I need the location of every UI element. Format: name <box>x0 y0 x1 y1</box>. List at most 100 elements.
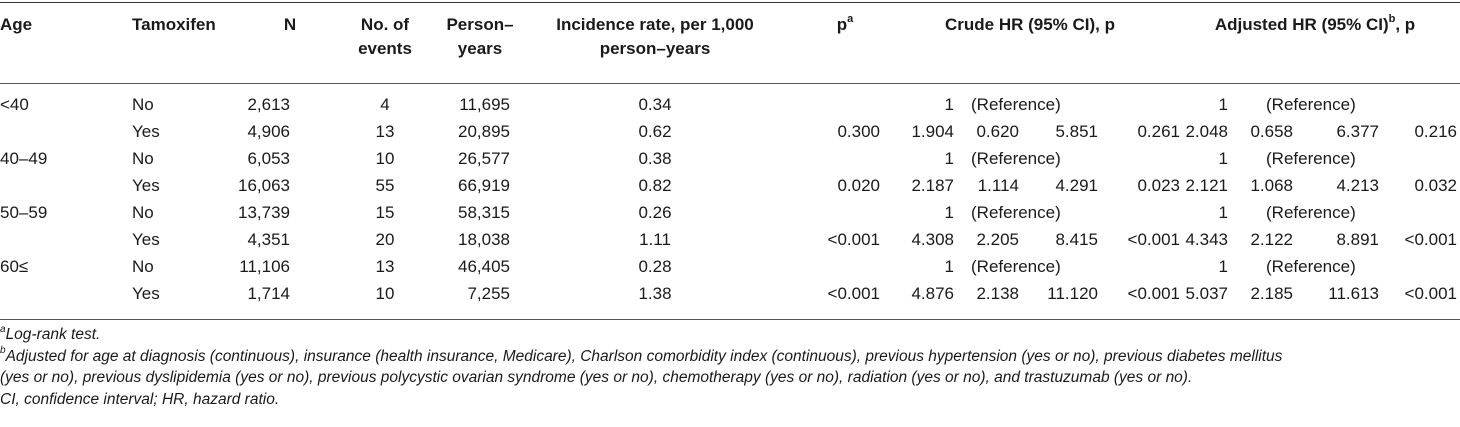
cell-n: 2,613 <box>247 95 290 114</box>
cell-p: 0.300 <box>837 122 880 141</box>
header-tamoxifen: Tamoxifen <box>132 15 216 34</box>
cell-person-years: 7,255 <box>467 284 510 303</box>
header-events-line2: events <box>358 39 412 58</box>
cell-events: 13 <box>375 257 395 276</box>
cell-crude-ci-high: 11.120 <box>1047 284 1098 303</box>
cell-person-years: 58,315 <box>458 203 510 222</box>
cell-adjusted-hr: 1 <box>1218 95 1228 114</box>
cell-incidence-rate: 1.11 <box>639 230 671 249</box>
cell-adjusted-ci-high: 6.377 <box>1336 122 1379 141</box>
footnote-b: bAdjusted for age at diagnosis (continuo… <box>0 346 1460 368</box>
cell-p: <0.001 <box>827 284 880 303</box>
cell-age: 40–49 <box>0 149 48 168</box>
cell-adjusted-hr: 4.343 <box>1185 230 1228 249</box>
cell-tamoxifen: Yes <box>132 284 160 303</box>
cell-adjusted-hr: 1 <box>1218 149 1228 168</box>
header-person-years-line2: years <box>457 39 503 58</box>
table-top-rule <box>0 2 1460 3</box>
header-events: No. of events <box>320 13 450 61</box>
cell-crude-ci-low: (Reference) <box>971 95 1061 114</box>
cell-n: 11,106 <box>239 257 290 276</box>
cell-crude-hr: 1 <box>944 203 954 222</box>
cell-person-years: 26,577 <box>458 149 510 168</box>
cell-incidence-rate: 0.28 <box>638 257 672 276</box>
footnote-b-text-line1: Adjusted for age at diagnosis (continuou… <box>5 347 1283 365</box>
table-footnotes: aLog-rank test. bAdjusted for age at dia… <box>0 324 1460 410</box>
cell-crude-ci-low: 0.620 <box>976 122 1019 141</box>
cell-tamoxifen: Yes <box>132 230 160 249</box>
cell-crude-ci-low: 2.138 <box>976 284 1019 303</box>
cell-adjusted-p: 0.216 <box>1414 122 1457 141</box>
cell-tamoxifen: No <box>132 203 154 222</box>
cell-n: 1,714 <box>247 284 290 303</box>
table-row: 40–49 No 6,053 10 26,577 0.38 1 (Referen… <box>0 145 1460 172</box>
cell-person-years: 46,405 <box>458 257 510 276</box>
cell-crude-ci-low: 2.205 <box>976 230 1019 249</box>
cell-adjusted-ci-low: (Reference) <box>1266 257 1356 276</box>
cell-adjusted-ci-low: (Reference) <box>1266 203 1356 222</box>
table-row: 50–59 No 13,739 15 58,315 0.26 1 (Refere… <box>0 199 1460 226</box>
cell-events: 13 <box>375 122 395 141</box>
cell-age: 60≤ <box>0 257 29 276</box>
footnote-b-text-line2: (yes or no), previous dyslipidemia (yes … <box>0 369 1193 387</box>
cell-tamoxifen: No <box>132 257 154 276</box>
cell-incidence-rate: 0.62 <box>638 122 672 141</box>
footnote-a-mark: a <box>0 323 6 335</box>
table-row: Yes 4,351 20 18,038 1.11 <0.001 4.308 2.… <box>0 226 1460 253</box>
cell-crude-p: <0.001 <box>1127 284 1180 303</box>
header-adjusted-suffix: , p <box>1395 15 1416 34</box>
header-incidence-line1: Incidence rate, per 1,000 <box>556 15 754 34</box>
cell-crude-ci-low: (Reference) <box>971 203 1061 222</box>
cell-incidence-rate: 1.38 <box>638 284 672 303</box>
cell-adjusted-ci-high: 8.891 <box>1336 230 1379 249</box>
cell-adjusted-hr: 5.037 <box>1185 284 1228 303</box>
header-adjusted-label: Adjusted HR (95% CI) <box>1214 15 1389 34</box>
cell-adjusted-ci-low: 2.122 <box>1250 230 1293 249</box>
header-rule <box>0 83 1460 84</box>
cell-adjusted-ci-low: 1.068 <box>1250 176 1293 195</box>
cell-crude-hr: 1 <box>944 257 954 276</box>
cell-adjusted-ci-low: 2.185 <box>1250 284 1293 303</box>
cell-crude-hr: 1 <box>944 95 954 114</box>
cell-tamoxifen: Yes <box>132 122 160 141</box>
header-person-years: Person– years <box>420 13 540 61</box>
table-row: Yes 1,714 10 7,255 1.38 <0.001 4.876 2.1… <box>0 280 1460 307</box>
cell-crude-ci-high: 4.291 <box>1055 176 1098 195</box>
footnote-abbreviations: CI, confidence interval; HR, hazard rati… <box>0 389 1460 411</box>
header-person-years-line1: Person– <box>446 15 514 34</box>
cell-adjusted-p: 0.032 <box>1414 176 1457 195</box>
cell-tamoxifen: No <box>132 95 154 114</box>
header-incidence-line2: person–years <box>599 39 711 58</box>
cell-person-years: 11,695 <box>459 95 510 114</box>
cell-crude-hr: 1 <box>944 149 954 168</box>
cell-crude-ci-high: 8.415 <box>1055 230 1098 249</box>
cell-adjusted-p: <0.001 <box>1404 284 1457 303</box>
cell-p: <0.001 <box>827 230 880 249</box>
cell-adjusted-hr: 1 <box>1218 203 1228 222</box>
cell-adjusted-ci-high: 11.613 <box>1328 284 1379 303</box>
cell-events: 20 <box>375 230 395 249</box>
cell-crude-hr: 4.308 <box>911 230 954 249</box>
cell-adjusted-hr: 1 <box>1218 257 1228 276</box>
cell-incidence-rate: 0.38 <box>638 149 672 168</box>
cell-incidence-rate: 0.34 <box>638 95 672 114</box>
cell-crude-hr: 1.904 <box>911 122 954 141</box>
cell-crude-p: 0.023 <box>1137 176 1180 195</box>
cell-adjusted-ci-low: (Reference) <box>1266 149 1356 168</box>
footnote-a-text: Log-rank test. <box>5 326 101 343</box>
cell-crude-p: <0.001 <box>1127 230 1180 249</box>
cell-events: 55 <box>375 176 395 195</box>
cell-tamoxifen: No <box>132 149 154 168</box>
header-incidence-rate: Incidence rate, per 1,000 person–years <box>530 13 780 61</box>
cell-person-years: 66,919 <box>458 176 510 195</box>
cell-tamoxifen: Yes <box>132 176 160 195</box>
table-row: Yes 16,063 55 66,919 0.82 0.020 2.187 1.… <box>0 172 1460 199</box>
header-p-label: p <box>836 15 848 34</box>
cell-person-years: 18,038 <box>458 230 510 249</box>
cell-crude-ci-low: (Reference) <box>971 257 1061 276</box>
cell-adjusted-ci-low: (Reference) <box>1266 95 1356 114</box>
header-p: pa <box>810 13 880 37</box>
cell-person-years: 20,895 <box>458 122 510 141</box>
cell-events: 10 <box>375 284 395 303</box>
cell-incidence-rate: 0.82 <box>638 176 672 195</box>
